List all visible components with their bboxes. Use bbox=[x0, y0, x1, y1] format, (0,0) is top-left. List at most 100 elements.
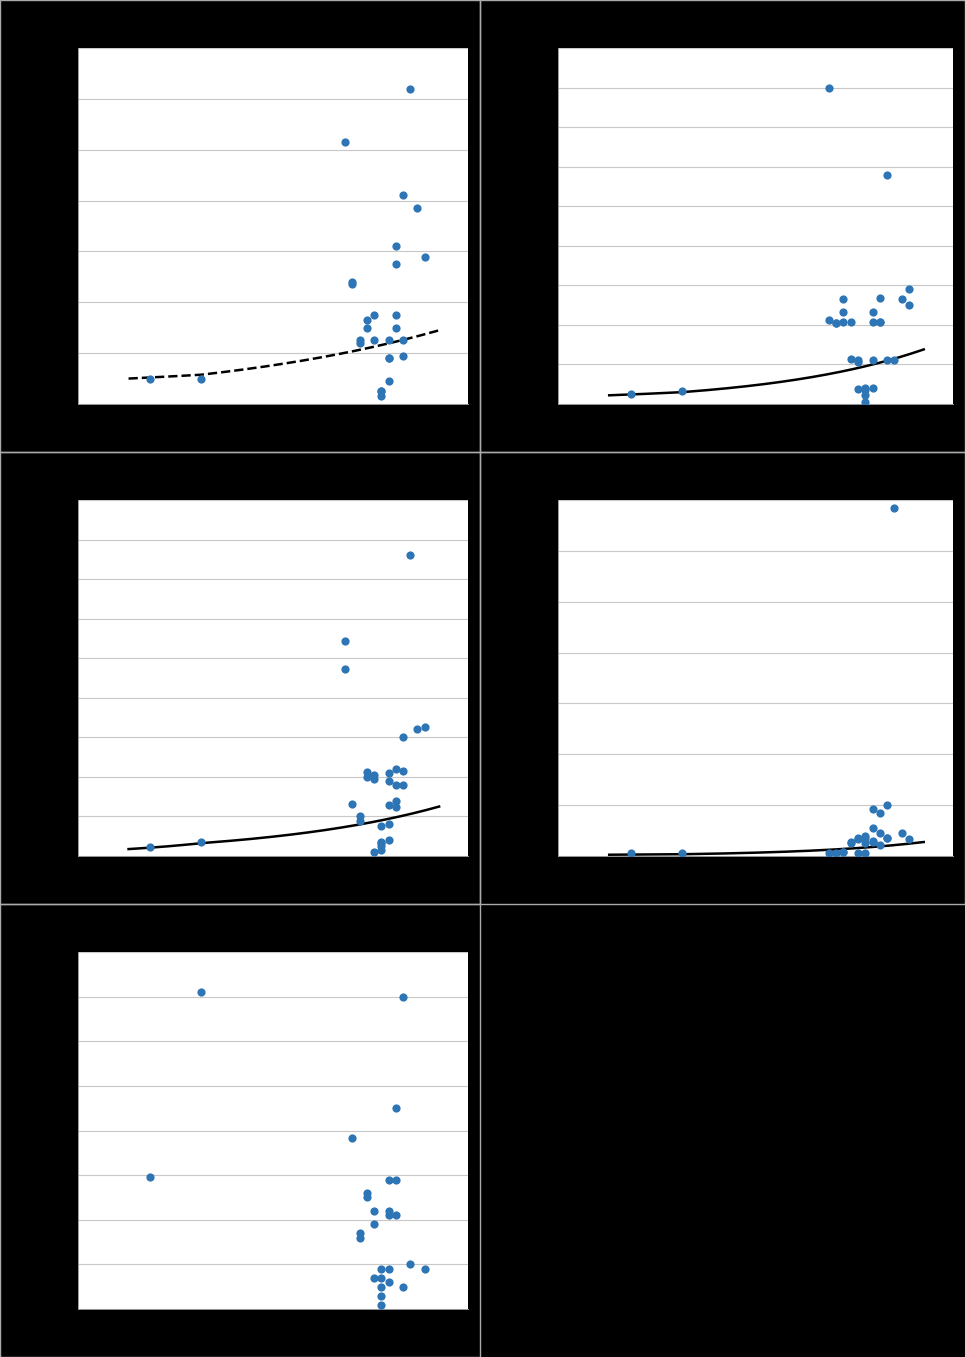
Point bbox=[836, 311, 851, 332]
Point bbox=[381, 1272, 397, 1293]
Point bbox=[381, 330, 397, 351]
Y-axis label: ng/g våtvikt (lever): ng/g våtvikt (lever) bbox=[33, 1071, 47, 1190]
Point bbox=[388, 304, 403, 326]
Point bbox=[143, 1166, 158, 1187]
Point bbox=[373, 380, 389, 402]
Point bbox=[193, 368, 208, 389]
Point bbox=[836, 841, 851, 863]
Point bbox=[367, 768, 382, 790]
Point bbox=[367, 764, 382, 786]
Point bbox=[842, 347, 858, 369]
Point bbox=[373, 832, 389, 854]
Point bbox=[858, 380, 873, 402]
Point bbox=[410, 719, 426, 741]
Point bbox=[850, 829, 866, 851]
Point bbox=[388, 1098, 403, 1120]
Point bbox=[381, 1258, 397, 1280]
Point bbox=[373, 839, 389, 860]
Point bbox=[865, 350, 880, 372]
Point bbox=[388, 773, 403, 795]
Point bbox=[381, 347, 397, 369]
Point bbox=[381, 763, 397, 784]
Point bbox=[381, 829, 397, 851]
Point bbox=[352, 330, 368, 351]
Point bbox=[872, 311, 888, 332]
Point bbox=[367, 1213, 382, 1235]
Point bbox=[367, 304, 382, 326]
Point bbox=[352, 810, 368, 832]
Point bbox=[887, 350, 902, 372]
Point bbox=[675, 380, 690, 402]
Point bbox=[879, 828, 895, 849]
Point bbox=[836, 288, 851, 309]
Point bbox=[381, 1205, 397, 1227]
Point bbox=[895, 288, 910, 309]
Y-axis label: ng/g våtvikt (lever): ng/g våtvikt (lever) bbox=[29, 166, 42, 286]
Point bbox=[828, 312, 843, 334]
Point bbox=[872, 311, 888, 332]
Text: PFBS: PFBS bbox=[218, 18, 262, 37]
Point bbox=[367, 841, 382, 863]
Point bbox=[373, 836, 389, 858]
Point bbox=[396, 1276, 411, 1297]
Point bbox=[858, 384, 873, 406]
Point bbox=[879, 794, 895, 816]
Point bbox=[865, 830, 880, 852]
Point bbox=[352, 1227, 368, 1248]
Point bbox=[388, 316, 403, 338]
Point bbox=[865, 377, 880, 399]
Point bbox=[193, 832, 208, 854]
Point bbox=[417, 1258, 432, 1280]
Point bbox=[143, 368, 158, 389]
Point bbox=[858, 392, 873, 414]
Point bbox=[850, 843, 866, 864]
Point bbox=[359, 316, 374, 338]
Point bbox=[381, 1200, 397, 1221]
Point bbox=[359, 1186, 374, 1208]
Point bbox=[865, 830, 880, 852]
Point bbox=[345, 1126, 360, 1148]
Point bbox=[396, 773, 411, 795]
Point bbox=[338, 658, 353, 680]
Point bbox=[373, 385, 389, 407]
Point bbox=[417, 716, 432, 738]
Point bbox=[872, 288, 888, 309]
Point bbox=[858, 843, 873, 864]
Point bbox=[388, 254, 403, 275]
Point bbox=[842, 311, 858, 332]
Point bbox=[359, 767, 374, 788]
Point bbox=[359, 761, 374, 783]
Point bbox=[381, 1168, 397, 1190]
Point bbox=[396, 760, 411, 782]
Text: FOSA: FOSA bbox=[216, 921, 264, 940]
Point bbox=[381, 370, 397, 392]
Point bbox=[623, 383, 639, 404]
Y-axis label: ng/g våtvikt (leve: ng/g våtvikt (leve bbox=[16, 623, 31, 733]
Point bbox=[865, 301, 880, 323]
Point bbox=[373, 1267, 389, 1289]
Point bbox=[828, 312, 843, 334]
Point bbox=[872, 833, 888, 855]
Point bbox=[338, 630, 353, 651]
Point bbox=[396, 345, 411, 366]
Point bbox=[402, 77, 418, 99]
Point bbox=[872, 802, 888, 824]
Point bbox=[402, 1254, 418, 1276]
Point bbox=[345, 271, 360, 293]
Point bbox=[858, 828, 873, 849]
Point bbox=[901, 294, 917, 316]
Point bbox=[828, 843, 843, 864]
Point bbox=[396, 726, 411, 748]
Point bbox=[359, 309, 374, 331]
Point bbox=[402, 544, 418, 566]
Point bbox=[850, 379, 866, 400]
Point bbox=[836, 301, 851, 323]
Point bbox=[901, 829, 917, 851]
Point bbox=[388, 1168, 403, 1190]
Point bbox=[879, 349, 895, 370]
Point bbox=[367, 330, 382, 351]
Point bbox=[373, 1276, 389, 1297]
Point bbox=[373, 1293, 389, 1315]
Text: PFHxS: PFHxS bbox=[694, 18, 751, 37]
Point bbox=[865, 817, 880, 839]
